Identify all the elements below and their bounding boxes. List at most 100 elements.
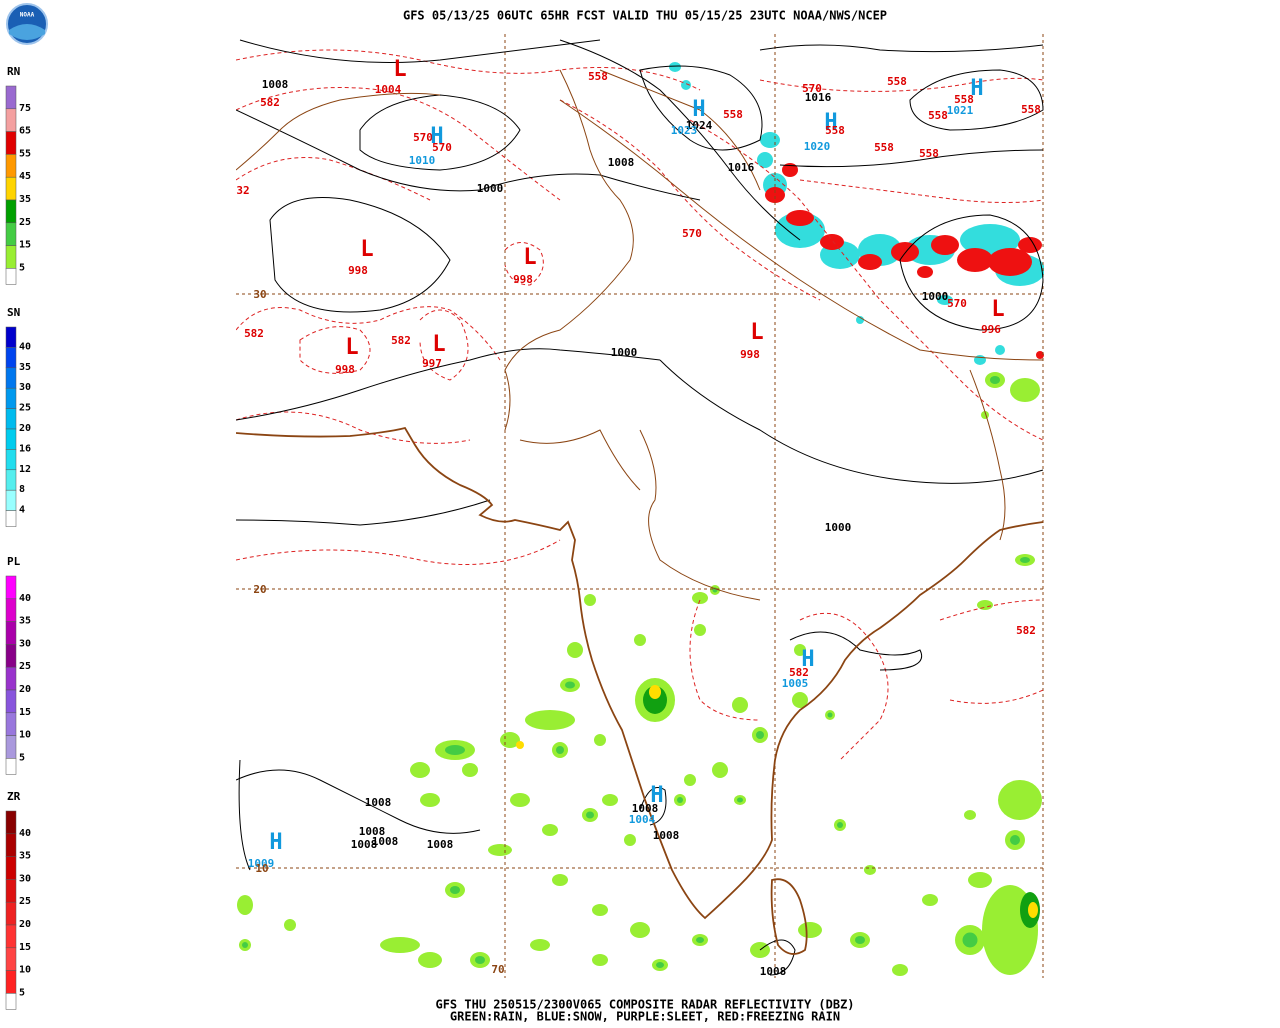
contour-label: 570 (413, 131, 433, 144)
radar-echo (565, 681, 575, 689)
isobar (909, 69, 1044, 131)
radar-echo (669, 62, 681, 72)
legend-label: 12 (19, 464, 31, 475)
legend-label: 20 (19, 684, 31, 695)
radar-echo (510, 793, 530, 807)
legend-label: 30 (19, 382, 31, 393)
radar-echo (757, 152, 773, 168)
legend-label: 15 (19, 942, 31, 953)
isobar (779, 149, 1044, 168)
radar-echo (284, 919, 296, 931)
footer-line: GREEN:RAIN, BLUE:SNOW, PURPLE:SLEET, RED… (450, 1010, 840, 1024)
contour-label: 997 (422, 357, 442, 370)
legend-swatch (5, 970, 17, 994)
pressure-center: L (432, 332, 445, 357)
isobar (359, 94, 521, 171)
radar-echo (974, 355, 986, 365)
thickness-contour (236, 539, 561, 565)
radar-echo (696, 937, 704, 943)
contour-label: 1010 (409, 154, 436, 167)
border (639, 429, 761, 601)
thickness-contour (949, 689, 1044, 704)
contour-label: 1008 (427, 838, 454, 851)
radar-echo (856, 316, 864, 324)
thickness-contour (504, 242, 544, 286)
legend-label: 35 (19, 616, 31, 627)
contour-label: 1008 (632, 802, 659, 815)
contour-label: 1000 (477, 182, 504, 195)
radar-echo (760, 132, 780, 148)
radar-echo (827, 712, 833, 718)
radar-echo (977, 600, 993, 610)
contour-label: 1008 (760, 965, 787, 978)
radar-echo (602, 794, 618, 806)
thickness-contour (689, 119, 1044, 441)
radar-echo (380, 937, 420, 953)
radar-echo (462, 763, 478, 777)
footer-line: GFS THU 250515/2300V065 COMPOSITE RADAR … (435, 998, 854, 1012)
radar-echo (656, 962, 664, 968)
legend-label: 8 (19, 484, 25, 495)
legend-title: ZR (7, 790, 21, 803)
thickness-contour (759, 77, 1044, 92)
contour-label: 570 (947, 297, 967, 310)
legend-swatch (5, 879, 17, 903)
contour-label: 1023 (671, 124, 698, 137)
radar-echo (242, 942, 248, 948)
radar-echo (592, 954, 608, 966)
legend-label: 5 (19, 752, 25, 763)
contour-label: 32 (236, 184, 249, 197)
contour-label: 582 (1016, 624, 1036, 637)
radar-echo (418, 952, 442, 968)
radar-echo (792, 692, 808, 708)
radar-echo (624, 834, 636, 846)
contour-label: 558 (723, 108, 743, 121)
pressure-center: L (360, 237, 373, 262)
legend-swatch (5, 735, 17, 759)
legend-swatch (5, 924, 17, 949)
radar-echo (692, 592, 708, 604)
pressure-center: L (523, 245, 536, 270)
pressure-center: H (430, 124, 443, 149)
isobar (236, 499, 491, 526)
radar-echo (677, 797, 683, 803)
contour-label: 1009 (248, 857, 275, 870)
legend-swatch (5, 575, 17, 600)
legend-title: RN (7, 65, 20, 78)
legend-label: 35 (19, 194, 31, 205)
radar-echo (594, 734, 606, 746)
contour-label: 582 (391, 334, 411, 347)
legend-swatch (5, 408, 17, 430)
legend-title: PL (7, 555, 21, 568)
contour-label: 558 (825, 124, 845, 137)
map-area (236, 34, 1044, 978)
legend-swatch (5, 176, 17, 201)
legend-swatch (5, 489, 17, 511)
radar-echo (420, 793, 440, 807)
pressure-center: L (991, 297, 1004, 322)
contour-label: 1000 (825, 521, 852, 534)
legend-swatch (5, 901, 17, 926)
legend-label: 40 (19, 341, 31, 352)
contour-label: 1008 (365, 796, 392, 809)
legend-swatch (5, 131, 17, 155)
thickness-contour (299, 326, 371, 374)
legend-swatch (5, 387, 17, 409)
contour-label: 558 (588, 70, 608, 83)
isobar (759, 44, 1044, 53)
legend-label: 35 (19, 362, 31, 373)
radar-echo (765, 187, 785, 203)
radar-echo (786, 210, 814, 226)
thickness-contour (236, 87, 561, 201)
contour-label: 1000 (611, 346, 638, 359)
radar-echo (712, 762, 728, 778)
radar-echo (1018, 237, 1042, 253)
legend-swatch (5, 947, 17, 971)
contour-label: 1020 (804, 140, 831, 153)
legend-label: 30 (19, 638, 31, 649)
radar-echo (542, 824, 558, 836)
pressure-center: H (650, 783, 663, 808)
thickness-contour (559, 99, 821, 301)
legend-swatch (5, 85, 17, 110)
legend-label: 10 (19, 965, 31, 976)
